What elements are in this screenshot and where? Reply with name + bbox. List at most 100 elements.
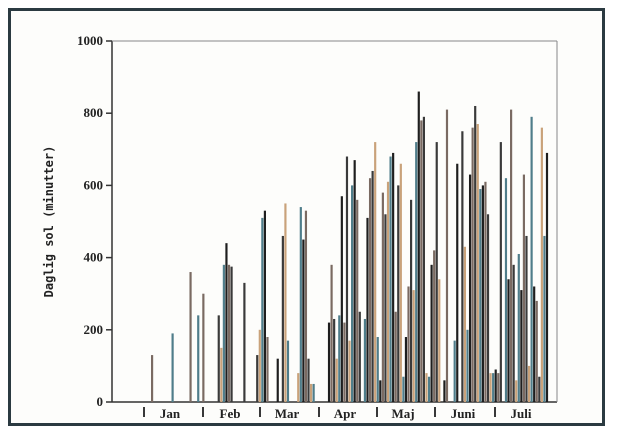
bar	[497, 373, 500, 402]
bar	[402, 376, 405, 402]
bar	[309, 383, 313, 402]
bar	[533, 286, 536, 402]
bar	[258, 329, 261, 402]
bar	[492, 373, 495, 402]
bar	[445, 109, 449, 402]
bar	[433, 250, 436, 402]
bar	[479, 189, 482, 402]
bar	[376, 337, 379, 402]
y-tick-label: 1000	[77, 33, 103, 48]
x-tick-label: Mar	[275, 406, 300, 421]
bar	[407, 286, 410, 402]
y-tick-label: 200	[84, 322, 104, 337]
x-tick-label: Juli	[511, 406, 532, 421]
bar	[202, 293, 205, 402]
bar	[527, 365, 531, 402]
x-axis: Jan Feb Mar Apr Maj Juni Juli	[143, 406, 532, 421]
bar	[507, 279, 510, 402]
bar	[171, 333, 174, 402]
bar	[263, 210, 266, 402]
bar	[379, 380, 382, 402]
bar	[425, 373, 428, 402]
y-axis-title: Daglig sol (minutter)	[42, 146, 56, 298]
bar	[474, 105, 477, 402]
bar	[417, 91, 420, 402]
bar	[461, 131, 464, 402]
bar	[427, 376, 431, 402]
bar	[415, 142, 418, 402]
bar	[438, 279, 441, 402]
bar	[389, 156, 392, 402]
y-tick-label: 800	[84, 105, 104, 120]
bar	[486, 214, 490, 402]
bar	[540, 127, 543, 402]
bar	[520, 290, 523, 402]
bar	[304, 210, 308, 402]
bar	[476, 124, 479, 402]
bar	[371, 170, 374, 402]
bar	[150, 355, 154, 402]
bar	[217, 315, 220, 402]
bar	[381, 192, 384, 402]
bar	[468, 174, 472, 402]
bar	[512, 264, 515, 402]
bar	[504, 178, 508, 402]
bar	[340, 196, 343, 402]
bar	[230, 266, 233, 403]
bar	[481, 185, 484, 402]
bar	[222, 264, 225, 402]
bar	[276, 358, 279, 402]
bar	[256, 355, 259, 402]
bar	[345, 156, 349, 402]
bar	[227, 264, 231, 402]
chart-frame: 0 200 400 600 800 1000 Jan Feb Mar Apr Maj Juni Jul…	[8, 8, 605, 426]
bar	[243, 282, 246, 402]
bar	[517, 253, 520, 402]
bar	[348, 340, 351, 402]
bar	[338, 315, 341, 402]
bar	[374, 142, 377, 402]
bar	[484, 181, 487, 402]
bar	[422, 116, 425, 402]
bar	[515, 380, 518, 402]
bar	[397, 185, 400, 402]
bar	[368, 178, 372, 402]
bar	[471, 127, 474, 402]
bar	[543, 235, 546, 402]
bar	[522, 174, 526, 402]
bar	[386, 181, 390, 402]
x-tick-label: Feb	[220, 406, 241, 421]
y-tick-label: 0	[97, 394, 104, 409]
bar	[545, 152, 549, 402]
x-tick-label: Maj	[391, 406, 414, 421]
bar	[286, 340, 290, 402]
bar	[525, 235, 528, 402]
bar	[510, 109, 513, 402]
bar	[384, 214, 387, 402]
bar	[358, 311, 361, 402]
bar	[327, 322, 331, 402]
bar	[284, 203, 287, 402]
bar	[189, 272, 192, 402]
bar	[356, 199, 359, 402]
bar	[463, 246, 467, 402]
bar	[394, 311, 397, 402]
bar	[307, 358, 310, 402]
bar	[363, 318, 367, 402]
bar	[499, 142, 502, 402]
x-tick-label: Juni	[451, 406, 476, 421]
bar	[261, 217, 264, 402]
bar	[302, 239, 305, 402]
bar	[443, 380, 446, 402]
bar	[399, 163, 402, 402]
bar	[456, 163, 459, 402]
bar	[453, 340, 456, 402]
y-tick-label: 400	[84, 250, 104, 265]
y-tick-label: 600	[84, 177, 104, 192]
sunshine-chart: 0 200 400 600 800 1000 Jan Feb Mar Apr Maj Juni Jul…	[42, 33, 558, 421]
x-tick-label: Jan	[160, 406, 181, 421]
bar	[343, 322, 346, 402]
bar	[297, 373, 300, 402]
bar	[333, 318, 336, 402]
bar	[535, 300, 538, 402]
